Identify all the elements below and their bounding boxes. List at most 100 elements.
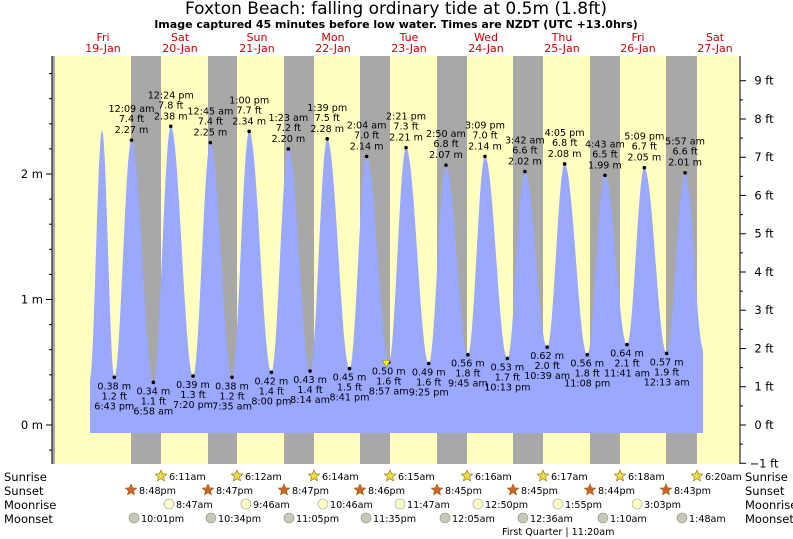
high-tide-point <box>286 147 291 151</box>
moonrise-row-label-right: Moonrise <box>745 498 793 512</box>
low-tide-time: 10:13 pm <box>484 382 530 393</box>
sunrise-icon <box>690 469 704 482</box>
right-tick-label: 5 ft <box>754 227 774 241</box>
moonset-markers: 10:01pm 10:34pm 11:05pm 11:35pm 12:05am 12:36… <box>128 512 726 525</box>
low-tide-metres: 0.64 m <box>610 349 644 360</box>
sunset-time: 8:46pm <box>368 486 405 497</box>
low-tide-time: 10:39 am <box>524 371 570 382</box>
moonset-icon <box>676 512 688 524</box>
low-tide-metres: 0.38 m <box>97 381 131 392</box>
right-tick-label: 3 ft <box>754 303 774 317</box>
low-tide-metres: 0.57 m <box>650 357 684 368</box>
high-tide-feet: 7.7 ft <box>237 105 263 116</box>
day-labels: Fri19-JanSat20-JanSun21-JanMon22-JanTue2… <box>85 31 733 55</box>
moonset-time: 10:01pm <box>141 514 184 525</box>
high-tide-metres: 2.14 m <box>468 141 502 152</box>
low-tide-metres: 0.56 m <box>570 359 604 370</box>
low-tide-feet: 1.2 ft <box>102 391 128 402</box>
moonset-icon <box>360 512 372 524</box>
low-tide-feet: 1.9 ft <box>654 367 680 378</box>
sunrise-row-label-right: Sunrise <box>745 470 788 484</box>
low-tide-metres: 0.34 m <box>136 386 170 397</box>
sunset-icon <box>506 483 520 496</box>
low-tide-time: 11:41 am <box>604 369 650 380</box>
high-tide-point <box>364 154 369 159</box>
low-tide-feet: 2.1 ft <box>614 359 640 370</box>
sunset-time: 8:47pm <box>216 486 253 497</box>
moonrise-row-label-left: Moonrise <box>4 498 56 512</box>
low-tide-time: 7:20 pm <box>173 400 213 411</box>
moonrise-icon <box>394 498 406 510</box>
low-tide-metres: 0.45 m <box>333 373 367 384</box>
sunset-icon <box>583 483 597 496</box>
sunset-time: 8:45pm <box>445 486 482 497</box>
high-tide-metres: 2.01 m <box>668 158 702 169</box>
high-tide-time: 4:05 pm <box>545 128 585 139</box>
sunrise-icon <box>613 469 627 482</box>
high-tide-time: 2:21 pm <box>386 112 426 123</box>
right-tick-label: 1 ft <box>754 380 774 394</box>
high-tide-metres: 2.25 m <box>193 128 227 139</box>
day-name-label: Sat <box>706 31 725 44</box>
low-tide-time: 6:58 am <box>133 406 173 417</box>
low-tide-feet: 2.0 ft <box>535 361 561 372</box>
low-tide-metres: 0.39 m <box>176 380 210 391</box>
high-tide-point <box>129 138 134 142</box>
low-tide-point <box>505 356 510 361</box>
high-tide-metres: 2.34 m <box>232 116 266 127</box>
day-name-label: Sat <box>171 31 190 44</box>
right-axis-ticks: −1 ft 0 ft 1 ft 2 ft 3 ft 4 ft 5 ft 6 ft 7 ft 8 f… <box>740 74 779 470</box>
high-tide-time: 3:09 pm <box>465 120 505 131</box>
high-tide-metres: 2.05 m <box>627 153 661 164</box>
day-date-label: 20-Jan <box>162 42 198 55</box>
sunset-row-label-left: Sunset <box>4 484 44 498</box>
high-tide-point <box>325 137 330 141</box>
sunrise-row-label-left: Sunrise <box>4 470 47 484</box>
low-tide-time: 11:08 pm <box>564 379 610 390</box>
moonrise-markers: 8:47am 9:46am 10:46am 11:47am 12:50pm 1:55pm 3… <box>163 498 681 511</box>
low-tide-point <box>664 351 669 356</box>
day-name-label: Mon <box>321 31 344 44</box>
high-tide-time: 12:45 am <box>187 107 233 118</box>
low-tide-time: 12:13 am <box>644 377 690 388</box>
moonrise-time: 12:50pm <box>485 500 528 511</box>
high-tide-time: 5:09 pm <box>624 132 664 143</box>
high-tide-feet: 7.3 ft <box>393 122 419 133</box>
low-tide-feet: 1.1 ft <box>141 396 167 407</box>
low-tide-point <box>269 370 274 375</box>
low-tide-feet: 1.4 ft <box>259 386 285 397</box>
low-tide-point <box>625 342 629 347</box>
low-tide-metres: 0.42 m <box>254 376 288 387</box>
day-date-label: 24-Jan <box>468 42 504 55</box>
sunrise-time: 6:17am <box>551 472 588 483</box>
high-tide-point <box>683 170 687 175</box>
sunrise-markers: 6:11am 6:12am 6:14am 6:15am 6:16am 6:17am 6:18… <box>154 469 742 483</box>
right-tick-label: 4 ft <box>754 265 774 279</box>
low-tide-point <box>585 352 590 357</box>
low-tide-time: 8:14 am <box>290 395 330 406</box>
moonset-time: 10:34pm <box>218 514 261 525</box>
current-tide-marker <box>381 360 391 368</box>
moonset-icon <box>283 512 295 524</box>
high-tide-feet: 6.8 ft <box>433 139 459 150</box>
low-tide-point <box>545 345 549 349</box>
day-date-label: 27-Jan <box>697 42 733 55</box>
high-tide-time: 1:23 am <box>268 113 308 124</box>
high-tide-feet: 7.8 ft <box>158 100 184 111</box>
high-tide-feet: 7.0 ft <box>472 130 498 141</box>
low-tide-metres: 0.62 m <box>530 351 564 362</box>
left-axis-ticks: 0 m 1 m 2 m <box>21 73 52 451</box>
low-tide-feet: 1.6 ft <box>416 378 442 389</box>
low-tide-point <box>466 352 470 357</box>
high-tide-time: 12:24 pm <box>148 90 194 101</box>
day-name-label: Fri <box>631 31 644 44</box>
day-date-label: 23-Jan <box>391 42 427 55</box>
moonset-time: 11:35pm <box>373 514 416 525</box>
sunrise-icon <box>154 469 168 482</box>
sunset-time: 8:45pm <box>521 486 558 497</box>
axes: 0 m 1 m 2 m −1 ft 0 ft 1 ft 2 ft 3 ft 4 ft 5 ft 6… <box>21 56 779 470</box>
moonrise-icon <box>631 498 643 510</box>
moonset-time: 1:48am <box>689 514 726 525</box>
high-tide-time: 1:39 pm <box>307 103 347 114</box>
